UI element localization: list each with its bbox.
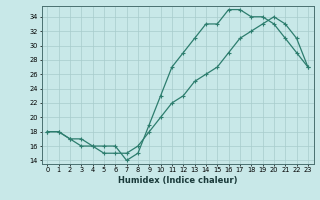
X-axis label: Humidex (Indice chaleur): Humidex (Indice chaleur)	[118, 176, 237, 185]
